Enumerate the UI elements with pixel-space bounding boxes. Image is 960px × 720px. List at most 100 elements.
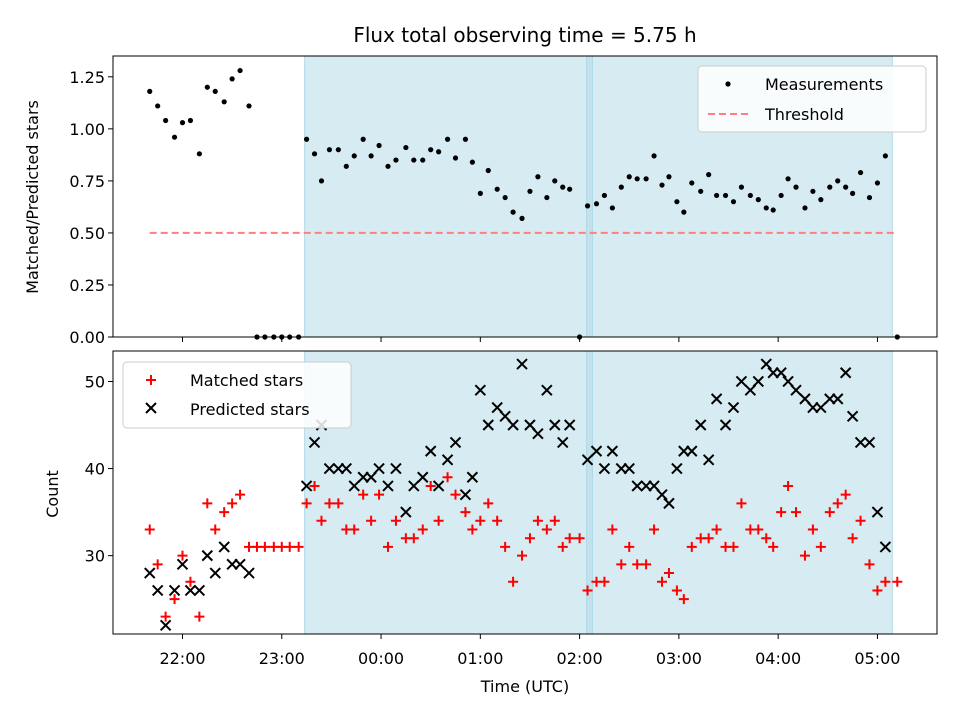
chart-title: Flux total observing time = 5.75 h [353,23,696,47]
measurement-point [368,153,374,159]
measurement-point [874,180,881,186]
matched-star-point [483,498,494,509]
matched-star-point [382,541,393,552]
matched-star-point [728,541,739,552]
predicted-star-point [790,384,802,396]
predicted-star-point [308,436,321,449]
predicted-star-point [557,436,569,449]
predicted-star-point [449,436,462,449]
matched-star-point [549,515,560,526]
measurement-point [722,192,729,199]
measurement-point [560,184,566,190]
top-legend: Measurements Threshold [697,65,927,133]
matched-star-point [892,576,903,587]
measurement-point [818,197,824,203]
predicted-star-point [663,497,675,510]
measurement-point [827,184,833,190]
measurement-point [643,176,649,182]
measurement-point [810,188,816,194]
matched-star-point [450,489,461,500]
measurement-point [318,178,325,184]
x-tick-label: 00:00 [358,649,404,668]
matched-star-point [194,611,205,622]
predicted-star-point [400,506,412,518]
measurement-point [770,207,776,213]
measurement-point [674,199,680,205]
matched-star-point [333,498,344,509]
measurement-point [666,174,672,180]
matched-star-point [524,533,535,544]
matched-star-point [152,559,163,570]
matched-star-point [824,507,835,518]
matched-star-point [541,524,552,535]
matched-star-point [557,541,568,552]
matched-star-point [641,559,652,570]
measurement-point [171,134,178,140]
predicted-star-point [209,567,221,579]
predicted-star-point [815,401,827,414]
measurement-point [452,155,459,161]
bottom-y-tick-label: 40 [85,460,105,479]
matched-star-point [847,533,858,544]
predicted-star-point [752,375,765,388]
matched-star-point [433,515,444,526]
matched-star-point [508,576,519,587]
measurement-point [246,103,252,109]
measurement-point [626,174,632,180]
matched-star-point [768,541,779,552]
measurement-point [477,190,483,196]
measurement-point [147,88,153,94]
predicted-star-point [300,480,313,492]
predicted-star-point [846,410,859,423]
matched-star-point [425,480,436,491]
matched-legend-label: Matched stars [190,371,303,390]
measurement-point [689,180,695,186]
matched-star-point [872,585,883,596]
matched-star-point [467,524,478,535]
matched-star-point [855,515,866,526]
predicted-star-point [474,384,487,396]
predicted-star-point [441,454,454,466]
matched-star-point [408,533,419,544]
matched-star-point [417,524,428,535]
predicted-star-point [201,549,214,562]
measurement-point [785,176,791,182]
top-y-tick-label: 0.50 [69,224,105,243]
measurement-point [618,184,624,190]
predicted-star-point [541,384,553,396]
predicted-star-point [879,541,892,553]
x-tick-label: 03:00 [656,649,702,668]
top-y-tick-label: 0.25 [69,276,105,295]
predicted-star-point [606,445,619,457]
predicted-star-point [839,367,852,379]
measurement-point [730,199,737,205]
matched-star-point [783,480,794,491]
matched-star-point [624,541,635,552]
matched-star-point [460,507,471,518]
matched-star-point [649,524,660,535]
x-tick-label: 05:00 [854,649,900,668]
bottom-y-axis-label: Count [43,470,62,518]
x-tick-label: 02:00 [557,649,603,668]
measurement-point [793,184,799,190]
matched-star-point [227,498,238,509]
predicted-star-point [193,584,206,597]
predicted-star-point [507,419,519,431]
matched-star-point [475,515,486,526]
matched-star-point [880,576,891,587]
measurement-point [403,144,409,151]
predicted-star-point [382,480,394,492]
measurement-point [778,192,784,199]
measurement-point [311,151,318,157]
measurement-point [502,194,508,201]
predicted-star-point [598,462,611,475]
matched-star-point [582,585,593,596]
predicted-star-point [671,462,683,475]
measurement-point [802,205,808,211]
measurement-point [510,209,516,215]
matched-star-point [840,489,851,500]
measurement-point [444,136,451,142]
threshold-legend-label: Threshold [764,105,844,124]
predicted-star-point [243,567,255,579]
predicted-star-point [424,445,437,457]
